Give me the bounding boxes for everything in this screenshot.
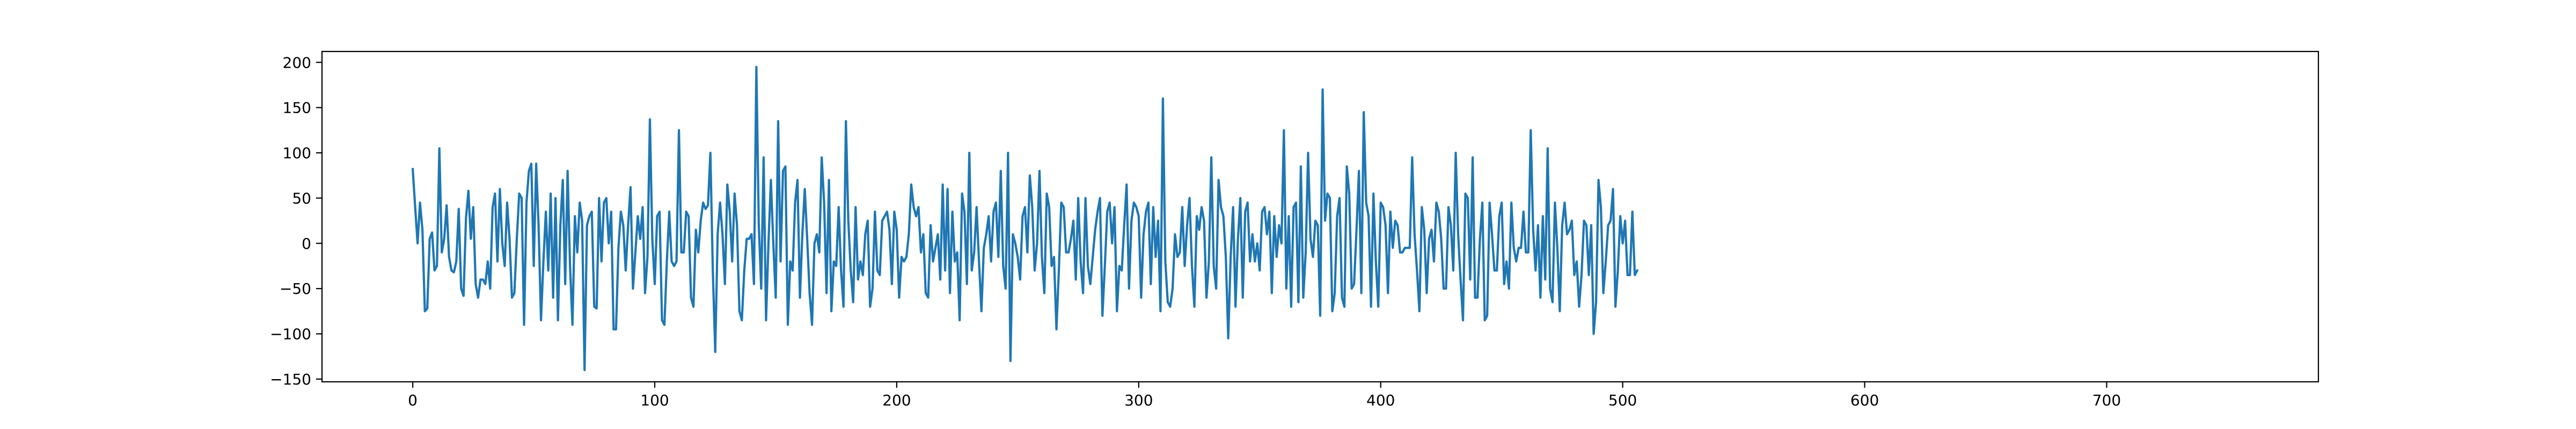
x-axis: 0 100 200 300 400 500 600 700 <box>408 382 2121 409</box>
y-tick-label: −150 <box>270 371 311 388</box>
y-tick-label: 100 <box>283 144 311 162</box>
y-tick-label: −100 <box>270 326 311 343</box>
x-tick-label: 400 <box>1366 391 1395 409</box>
x-tick-label: 700 <box>2092 391 2121 409</box>
series-line <box>411 65 1639 372</box>
y-tick-label: 200 <box>283 54 311 71</box>
x-tick-label: 200 <box>882 391 911 409</box>
y-tick-label: −50 <box>280 280 311 298</box>
y-tick-label: 50 <box>292 189 311 207</box>
y-tick-label: 0 <box>302 235 311 253</box>
x-tick-label: 300 <box>1124 391 1153 409</box>
y-tick-label: 150 <box>283 99 311 117</box>
x-tick-label: 600 <box>1850 391 1879 409</box>
y-axis: −150 −100 −50 0 50 100 150 200 <box>270 54 322 388</box>
plot-frame <box>321 50 2319 383</box>
x-tick-label: 0 <box>408 391 418 409</box>
x-tick-label: 500 <box>1608 391 1637 409</box>
x-tick-label: 100 <box>640 391 669 409</box>
